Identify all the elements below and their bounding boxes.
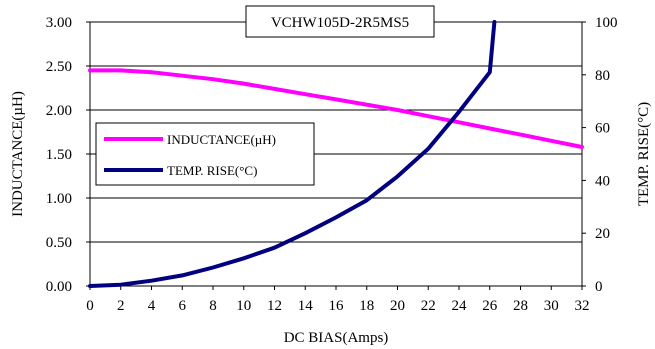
y-left-tick-label: 2.50 — [46, 59, 72, 75]
x-axis-ticks: 0 2 4 6 8 10 12 14 16 18 20 22 24 26 28 30 32 — [86, 286, 590, 314]
chart-title: VCHW105D-2R5MS5 — [271, 15, 409, 31]
x-tick-label: 30 — [544, 298, 559, 314]
y-right-tick-label: 0 — [595, 279, 603, 295]
legend: INDUCTANCE(µH) TEMP. RISE(°C) — [95, 122, 315, 186]
x-tick-label: 0 — [86, 298, 94, 314]
x-tick-label: 16 — [329, 298, 345, 314]
x-tick-label: 26 — [482, 298, 498, 314]
x-tick-label: 14 — [298, 298, 314, 314]
x-tick-label: 2 — [117, 298, 125, 314]
title-box — [245, 5, 435, 38]
series-line-inductance — [88, 68, 584, 149]
x-tick-label: 28 — [513, 298, 528, 314]
y-left-axis-label: INDUCTANCE(µH) — [10, 91, 26, 217]
y-left-tick-label: 0.50 — [46, 235, 72, 251]
legend-label-inductance: INDUCTANCE(µH) — [167, 132, 276, 147]
y-left-tick-label: 3.00 — [46, 15, 72, 31]
x-tick-label: 22 — [421, 298, 436, 314]
y-left-axis-ticks: 0.00 0.50 1.00 1.50 2.00 2.50 3.00 — [46, 15, 90, 295]
x-tick-label: 8 — [209, 298, 217, 314]
series-line-temp-rise — [88, 20, 497, 288]
legend-box — [95, 122, 315, 186]
y-right-tick-label: 80 — [595, 68, 610, 84]
y-right-axis-ticks: 0 20 40 60 80 100 — [582, 15, 618, 295]
series-lines — [88, 20, 584, 288]
y-left-tick-label: 2.00 — [46, 103, 72, 119]
x-tick-label: 10 — [236, 298, 251, 314]
y-right-tick-label: 20 — [595, 226, 610, 242]
x-tick-label: 20 — [390, 298, 405, 314]
x-tick-label: 4 — [148, 298, 156, 314]
x-tick-label: 6 — [179, 298, 187, 314]
y-right-tick-label: 40 — [595, 173, 610, 189]
y-left-tick-label: 1.50 — [46, 147, 72, 163]
y-right-tick-label: 60 — [595, 121, 610, 137]
legend-label-temp-rise: TEMP. RISE(°C) — [167, 163, 257, 178]
y-left-tick-label: 1.00 — [46, 191, 72, 207]
x-tick-label: 18 — [359, 298, 374, 314]
y-right-axis-label: TEMP. RISE(°C) — [636, 102, 652, 206]
x-tick-label: 32 — [575, 298, 590, 314]
y-right-tick-label: 100 — [595, 15, 618, 31]
x-tick-label: 24 — [452, 298, 468, 314]
x-axis-label: DC BIAS(Amps) — [284, 330, 389, 346]
x-tick-label: 12 — [267, 298, 282, 314]
y-left-tick-label: 0.00 — [46, 279, 72, 295]
